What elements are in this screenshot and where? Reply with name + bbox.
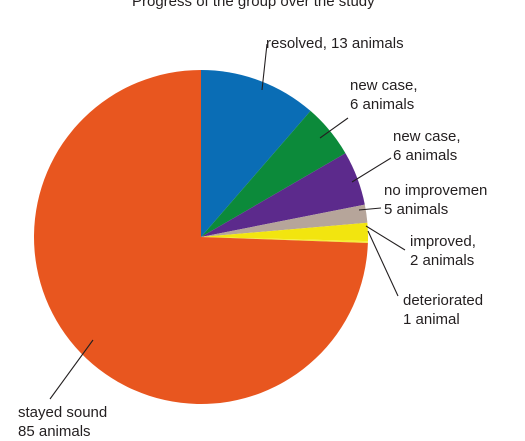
- slice-label-line1: no improvemen: [384, 182, 487, 199]
- slice-label-7: stayed sound 85 animals: [18, 404, 107, 440]
- slice-label-line1: deteriorated: [403, 292, 483, 309]
- slice-label-line1: resolved, 13 animals: [266, 35, 404, 52]
- slice-label-line2: 2 animals: [410, 252, 474, 269]
- slice-label-line2: 5 animals: [384, 201, 448, 218]
- slice-label-2: new case, 6 animals: [350, 77, 418, 113]
- slice-label-5: improved, 2 animals: [410, 233, 476, 269]
- slice-label-line1: stayed sound: [18, 404, 107, 421]
- slice-label-line1: new case,: [393, 128, 461, 145]
- slice-label-4: no improvemen 5 animals: [384, 182, 487, 218]
- slice-label-line2: 6 animals: [350, 96, 414, 113]
- callout-line-6: [367, 230, 399, 297]
- pie-slice-6: [201, 237, 368, 243]
- callout-line-5: [365, 225, 406, 251]
- slice-label-6: deteriorated 1 animal: [403, 292, 483, 328]
- slice-label-1: resolved, 13 animals: [266, 35, 404, 52]
- slice-label-3: new case, 6 animals: [393, 128, 461, 164]
- slice-label-line2: 85 animals: [18, 423, 91, 440]
- callout-lines: [49, 43, 406, 400]
- callout-line-4: [358, 207, 382, 211]
- callout-line-7: [49, 339, 94, 400]
- pie-slice-7: [33, 70, 368, 404]
- callout-line-2: [319, 117, 349, 139]
- pie-slice-1: [201, 70, 311, 237]
- pie-slice-4: [201, 204, 368, 237]
- pie-slice-3: [201, 153, 365, 237]
- callout-line-1: [261, 43, 268, 91]
- pie-slice-5: [201, 222, 369, 242]
- pie-slices: [33, 70, 369, 404]
- callout-line-3: [351, 157, 392, 183]
- slice-label-line2: 6 animals: [393, 147, 457, 164]
- slice-label-line1: improved,: [410, 233, 476, 250]
- slice-label-line2: 1 animal: [403, 311, 460, 328]
- pie-slice-2: [201, 110, 346, 237]
- slice-label-line1: new case,: [350, 77, 418, 94]
- header-text: Progress of the group over the study: [132, 0, 375, 10]
